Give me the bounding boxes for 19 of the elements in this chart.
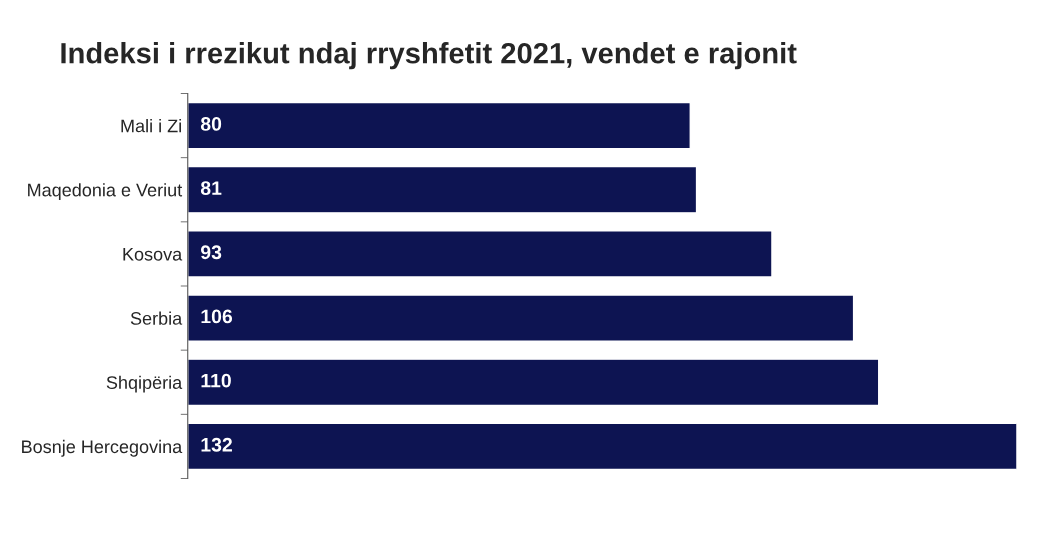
data-label: 132: [201, 437, 232, 452]
bar: [187, 101, 691, 150]
data-label: 80: [200, 117, 222, 131]
y-tick-label: Bosnje Hercegovina: [22, 439, 183, 457]
bar: [187, 165, 698, 214]
y-tick-label: Maqedonia e Veriut: [28, 183, 183, 201]
data-label: 110: [201, 373, 231, 388]
data-label: 93: [200, 245, 222, 260]
bar: [187, 294, 855, 342]
y-tick-label: Mali i Zi: [121, 119, 181, 133]
chart-title: Indeksi i rrezikut ndaj rryshfetit 2021, vendet e rajonit: [61, 42, 797, 70]
data-label: 81: [200, 181, 222, 195]
y-tick-label: Serbia: [130, 311, 183, 325]
bar: [187, 230, 773, 278]
y-tick-label: Shqipëria: [106, 375, 183, 393]
y-tick-label: Kosova: [123, 248, 183, 261]
bar: [187, 358, 880, 407]
data-label: 106: [201, 309, 233, 324]
bar: [187, 422, 1017, 471]
